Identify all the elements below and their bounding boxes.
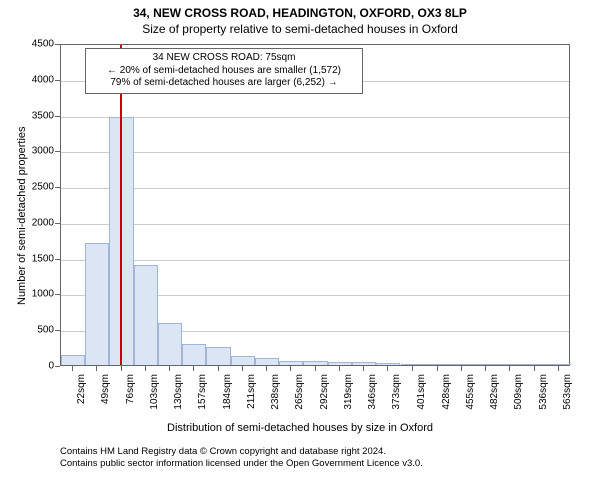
histogram-bar: [206, 347, 230, 365]
y-tick-label: 1500: [20, 253, 54, 264]
x-tick: [339, 366, 340, 371]
x-tick: [169, 366, 170, 371]
x-tick-label: 509sqm: [513, 374, 524, 422]
x-tick: [387, 366, 388, 371]
y-tick-label: 0: [20, 361, 54, 372]
histogram-bar: [134, 265, 158, 365]
x-tick-label: 22sqm: [76, 374, 87, 422]
y-tick: [55, 80, 60, 81]
x-tick: [72, 366, 73, 371]
histogram-bar: [498, 364, 522, 365]
histogram-bar: [255, 358, 279, 365]
x-tick: [534, 366, 535, 371]
y-tick-label: 2500: [20, 182, 54, 193]
histogram-bar: [158, 323, 182, 365]
histogram-bar: [401, 364, 425, 365]
x-tick-label: 265sqm: [294, 374, 305, 422]
histogram-bar: [547, 364, 571, 365]
x-tick: [96, 366, 97, 371]
callout-line-2: ← 20% of semi-detached houses are smalle…: [92, 65, 356, 78]
y-tick-label: 4500: [20, 39, 54, 50]
grid-line: [61, 224, 569, 225]
chart-container: 34, NEW CROSS ROAD, HEADINGTON, OXFORD, …: [0, 0, 600, 500]
grid-line: [61, 152, 569, 153]
histogram-bar: [182, 344, 206, 365]
grid-line: [61, 260, 569, 261]
x-tick: [509, 366, 510, 371]
y-tick-label: 3500: [20, 110, 54, 121]
x-tick-label: 401sqm: [416, 374, 427, 422]
y-tick-label: 1000: [20, 289, 54, 300]
x-tick: [290, 366, 291, 371]
y-tick: [55, 116, 60, 117]
histogram-bar: [474, 364, 498, 365]
x-tick-label: 563sqm: [562, 374, 573, 422]
histogram-bar: [426, 364, 450, 365]
x-tick: [558, 366, 559, 371]
histogram-bar: [352, 362, 376, 365]
x-tick-label: 184sqm: [222, 374, 233, 422]
y-tick: [55, 44, 60, 45]
histogram-bar: [450, 364, 474, 365]
y-tick-label: 500: [20, 325, 54, 336]
x-tick: [461, 366, 462, 371]
histogram-bar: [328, 362, 352, 365]
histogram-bar: [231, 356, 255, 365]
x-tick: [437, 366, 438, 371]
y-tick: [55, 294, 60, 295]
histogram-bar: [85, 243, 109, 365]
callout-box: 34 NEW CROSS ROAD: 75sqm ← 20% of semi-d…: [85, 48, 363, 94]
footer-line-1: Contains HM Land Registry data © Crown c…: [60, 446, 423, 458]
y-tick: [55, 223, 60, 224]
chart-title-address: 34, NEW CROSS ROAD, HEADINGTON, OXFORD, …: [10, 6, 590, 20]
x-tick: [145, 366, 146, 371]
x-tick-label: 428sqm: [441, 374, 452, 422]
grid-line: [61, 188, 569, 189]
x-tick-label: 292sqm: [319, 374, 330, 422]
footer-line-2: Contains public sector information licen…: [60, 458, 423, 470]
x-tick: [363, 366, 364, 371]
x-tick-label: 482sqm: [489, 374, 500, 422]
x-tick-label: 103sqm: [149, 374, 160, 422]
footer-attribution: Contains HM Land Registry data © Crown c…: [60, 446, 423, 470]
callout-line-3: 79% of semi-detached houses are larger (…: [92, 77, 356, 90]
y-tick: [55, 259, 60, 260]
x-tick-label: 211sqm: [246, 374, 257, 422]
x-tick-label: 76sqm: [125, 374, 136, 422]
x-tick-label: 238sqm: [270, 374, 281, 422]
y-tick-label: 3000: [20, 146, 54, 157]
x-tick: [193, 366, 194, 371]
y-tick: [55, 187, 60, 188]
histogram-bar: [61, 355, 85, 365]
y-tick-label: 2000: [20, 217, 54, 228]
title-block: 34, NEW CROSS ROAD, HEADINGTON, OXFORD, …: [0, 0, 600, 38]
chart-subtitle: Size of property relative to semi-detach…: [10, 22, 590, 36]
grid-line: [61, 117, 569, 118]
y-tick-label: 4000: [20, 74, 54, 85]
histogram-bar: [376, 363, 400, 365]
x-tick: [218, 366, 219, 371]
x-tick-label: 373sqm: [391, 374, 402, 422]
histogram-bar: [523, 364, 547, 365]
x-tick-label: 346sqm: [367, 374, 378, 422]
x-tick-label: 455sqm: [465, 374, 476, 422]
x-tick: [315, 366, 316, 371]
y-tick: [55, 151, 60, 152]
x-tick-label: 536sqm: [538, 374, 549, 422]
histogram-bar: [303, 361, 327, 365]
callout-line-1: 34 NEW CROSS ROAD: 75sqm: [92, 52, 356, 65]
y-tick: [55, 330, 60, 331]
x-axis-title: Distribution of semi-detached houses by …: [0, 422, 600, 434]
x-tick-label: 319sqm: [343, 374, 354, 422]
x-tick: [412, 366, 413, 371]
x-tick: [485, 366, 486, 371]
x-tick-label: 130sqm: [173, 374, 184, 422]
x-tick-label: 157sqm: [197, 374, 208, 422]
histogram-bar: [279, 361, 303, 365]
x-tick: [242, 366, 243, 371]
x-tick: [266, 366, 267, 371]
y-tick: [55, 366, 60, 367]
x-tick-label: 49sqm: [100, 374, 111, 422]
x-tick: [121, 366, 122, 371]
